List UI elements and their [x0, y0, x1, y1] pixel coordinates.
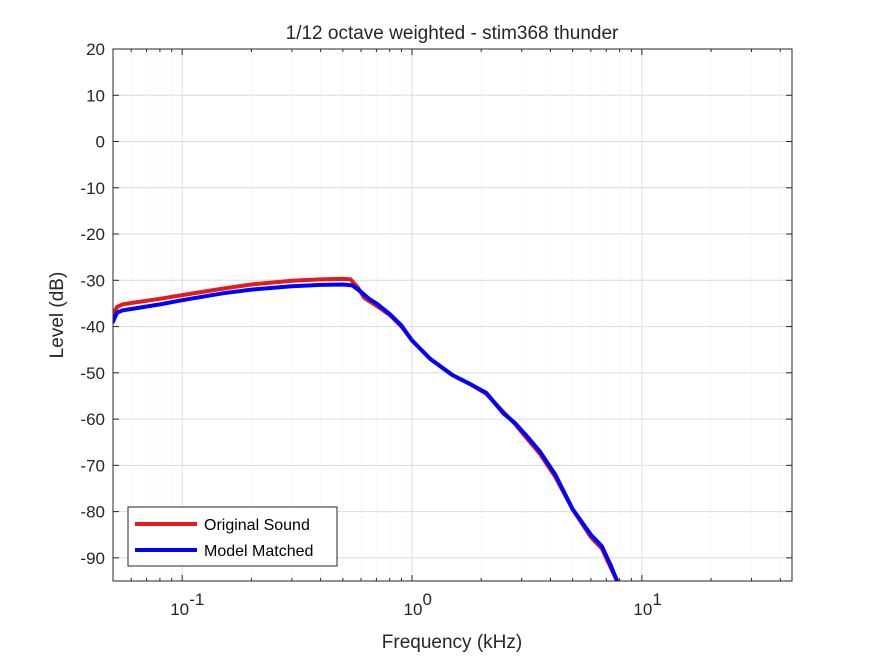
- axes-box: [112, 48, 793, 582]
- y-tick-label: -70: [80, 456, 105, 475]
- y-axis-label: Level (dB): [47, 272, 68, 359]
- y-tick-labels: 20 10 0 -10 -20 -30 -40 -50 -60 -70 -80 -90: [80, 40, 105, 568]
- series-layer: [113, 276, 620, 581]
- y-tick-label: -40: [80, 318, 105, 337]
- y-tick-label: -50: [80, 364, 105, 383]
- x-tick-label: 100: [404, 590, 432, 619]
- x-tick-label-exponent: 0: [423, 590, 432, 609]
- y-tick-label: -20: [80, 225, 105, 244]
- legend-label-model-matched: Model Matched: [204, 543, 313, 560]
- legend-box: [127, 506, 338, 567]
- x-tick-label-base: 10: [404, 600, 423, 619]
- legend-label-original-sound: Original Sound: [204, 517, 310, 534]
- x-tick-label-exponent: -1: [189, 590, 204, 609]
- y-tick-label: 10: [86, 86, 105, 105]
- x-tick-label: 101: [633, 590, 661, 619]
- tick-marks: [113, 48, 792, 581]
- plot-area: [113, 49, 792, 581]
- y-tick-label: -10: [80, 179, 105, 198]
- y-tick-label: 0: [96, 133, 105, 152]
- series-line-model-matched: [113, 282, 620, 581]
- y-tick-label: -80: [80, 503, 105, 522]
- y-tick-label: 20: [86, 40, 105, 59]
- x-tick-label: 10-1: [170, 590, 204, 619]
- legend: Original Sound Model Matched: [127, 506, 338, 567]
- x-tick-label-base: 10: [170, 600, 189, 619]
- x-axis-label: Frequency (kHz): [382, 632, 522, 653]
- x-tick-label-base: 10: [633, 600, 652, 619]
- chart-title: 1/12 octave weighted - stim368 thunder: [286, 23, 619, 44]
- x-tick-label-exponent: 1: [652, 590, 661, 609]
- y-tick-label: -30: [80, 271, 105, 290]
- y-tick-label: -90: [80, 549, 105, 568]
- y-tick-label: -60: [80, 410, 105, 429]
